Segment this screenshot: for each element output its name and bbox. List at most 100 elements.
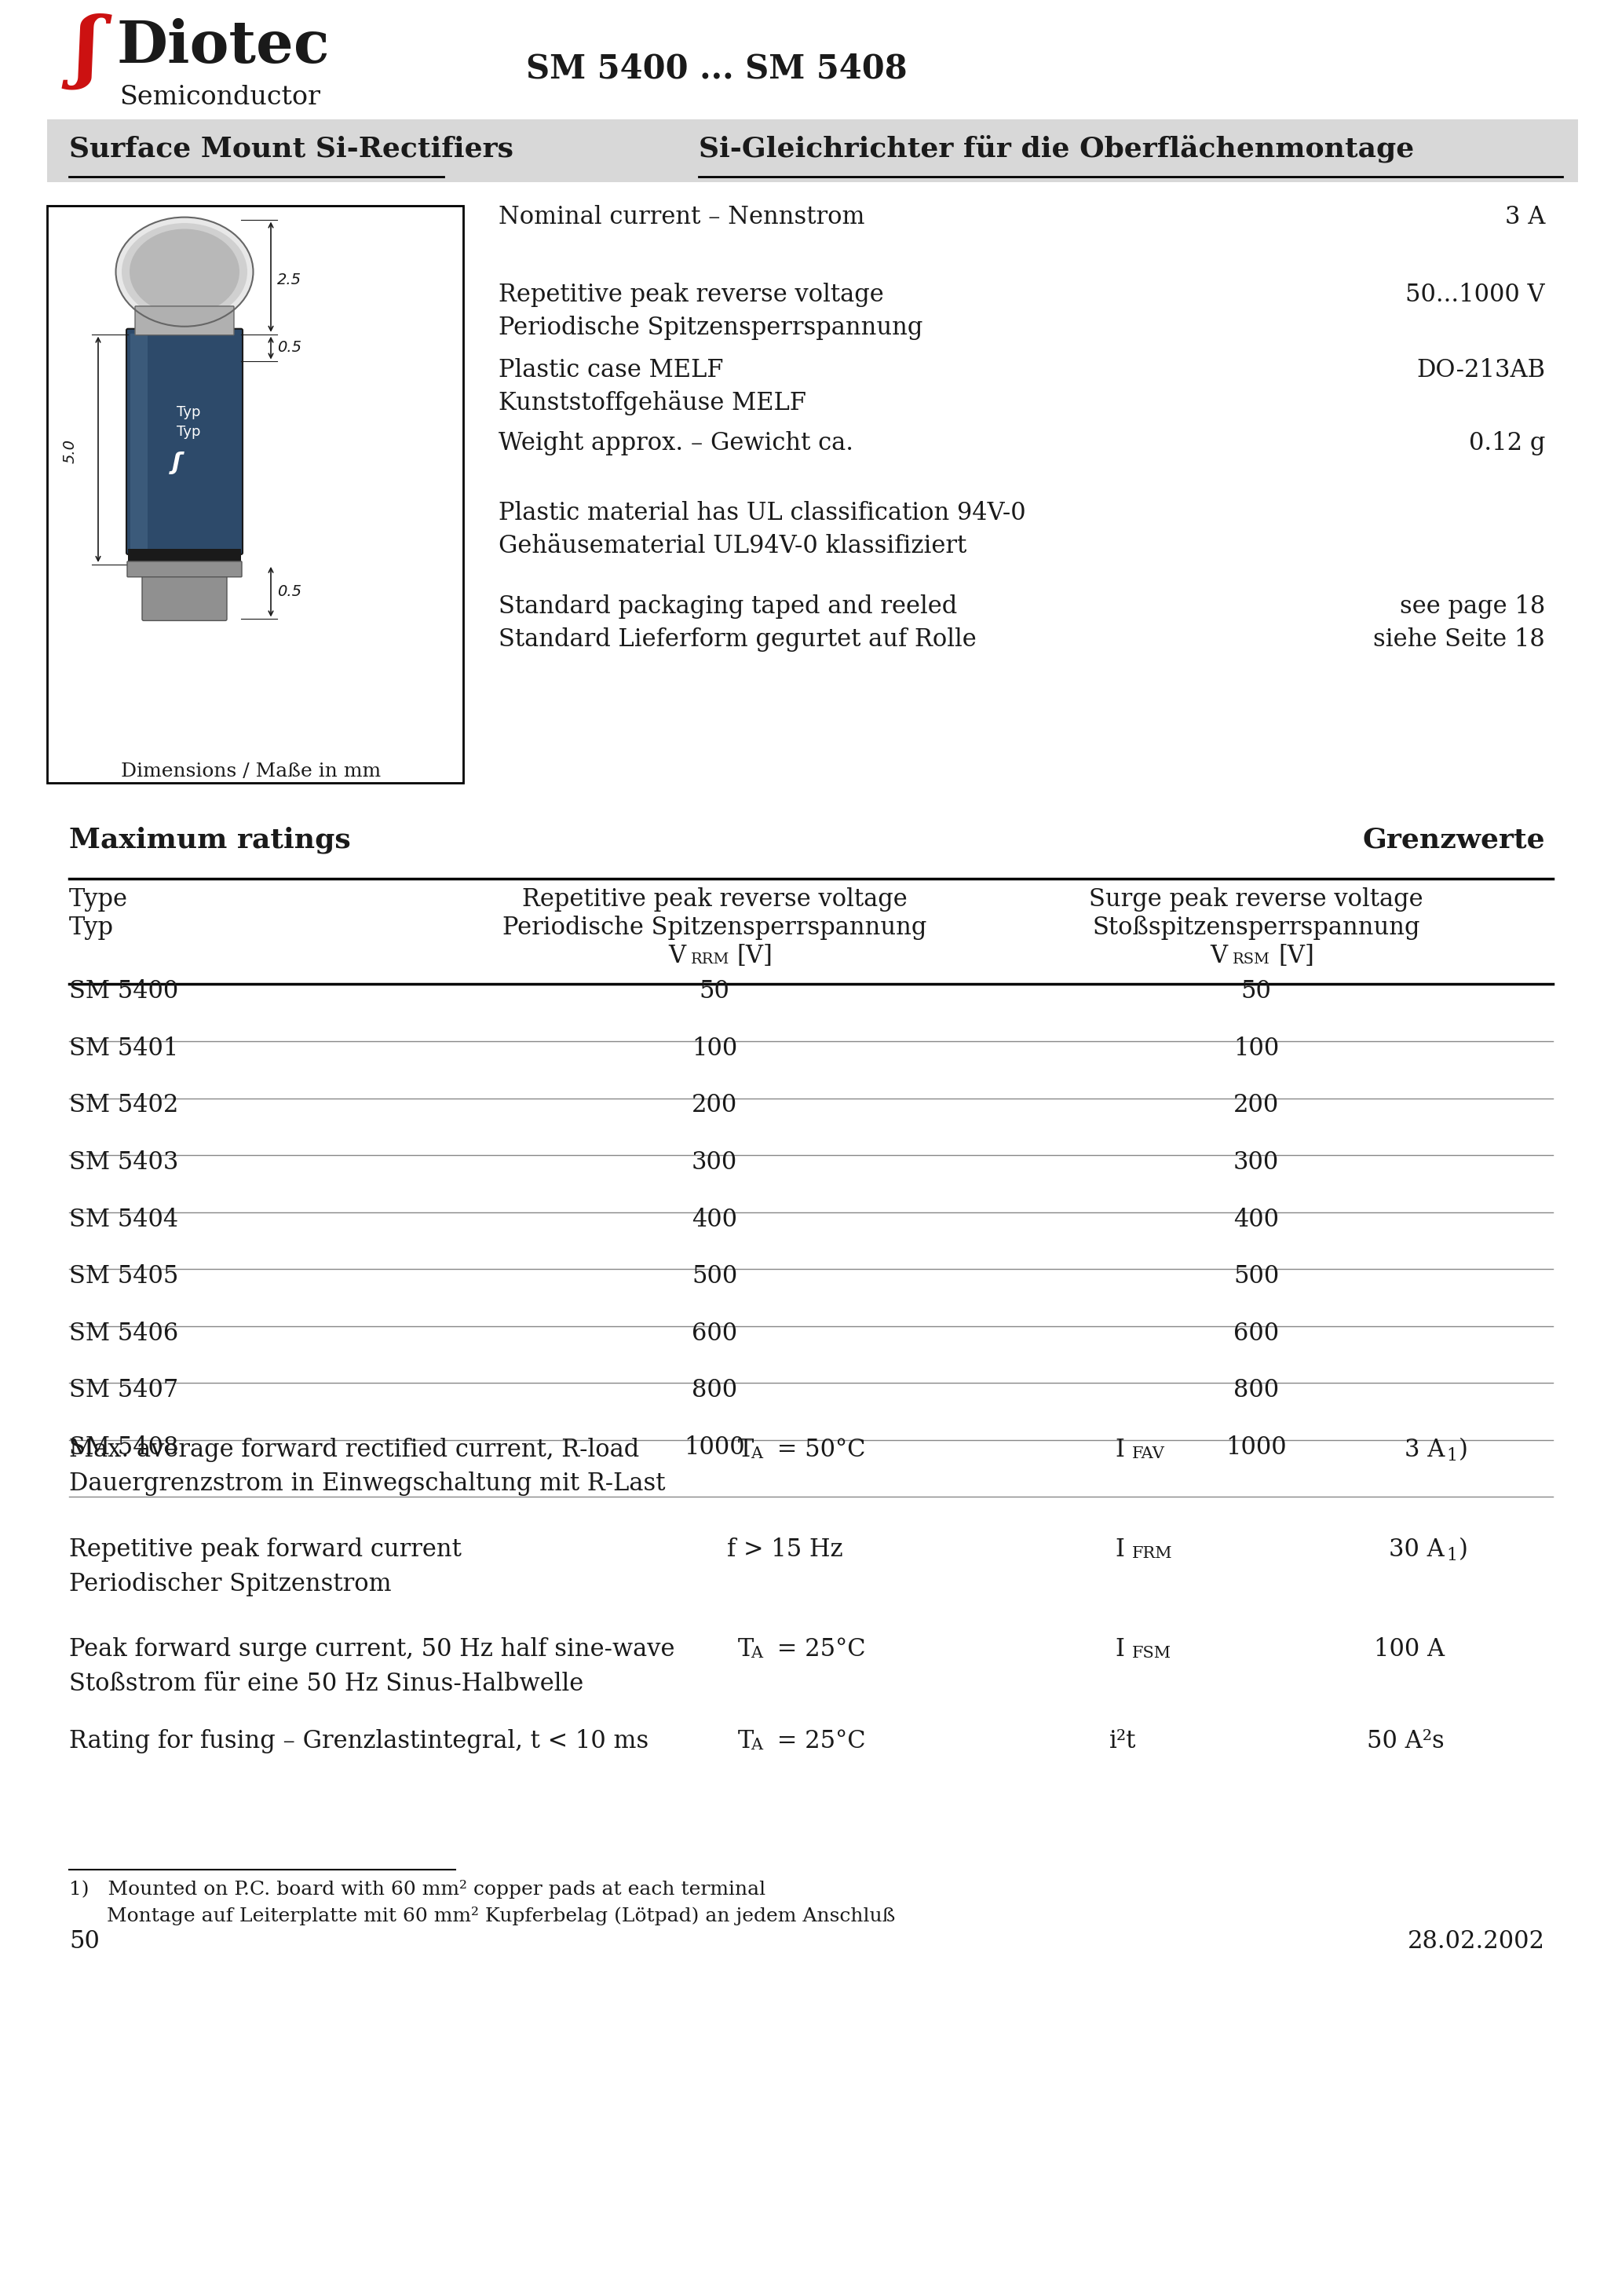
Text: Max. average forward rectified current, R-load: Max. average forward rectified current, … bbox=[70, 1437, 639, 1463]
Text: SM 5403: SM 5403 bbox=[70, 1150, 178, 1176]
Text: T: T bbox=[738, 1729, 754, 1754]
Ellipse shape bbox=[130, 230, 240, 315]
Text: FSM: FSM bbox=[1132, 1646, 1171, 1660]
FancyBboxPatch shape bbox=[127, 328, 243, 553]
Text: [V]: [V] bbox=[736, 944, 772, 969]
Text: Diotec: Diotec bbox=[117, 18, 329, 76]
Text: 1: 1 bbox=[1447, 1548, 1457, 1564]
Text: 0.5: 0.5 bbox=[277, 340, 302, 356]
Text: SM 5400 ... SM 5408: SM 5400 ... SM 5408 bbox=[526, 53, 907, 85]
Text: 400: 400 bbox=[691, 1208, 738, 1231]
Text: 200: 200 bbox=[1233, 1093, 1280, 1118]
Text: siehe Seite 18: siehe Seite 18 bbox=[1374, 627, 1546, 652]
Text: Type: Type bbox=[70, 886, 128, 912]
Text: 600: 600 bbox=[1233, 1320, 1280, 1345]
Text: f > 15 Hz: f > 15 Hz bbox=[727, 1538, 843, 1561]
Text: 1000: 1000 bbox=[684, 1435, 744, 1460]
Text: = 25°C: = 25°C bbox=[769, 1729, 866, 1754]
Text: 800: 800 bbox=[1233, 1378, 1280, 1403]
Text: Repetitive peak reverse voltage: Repetitive peak reverse voltage bbox=[498, 282, 884, 308]
Text: 50: 50 bbox=[70, 1929, 99, 1954]
Text: SM 5400: SM 5400 bbox=[70, 980, 178, 1003]
Text: = 25°C: = 25°C bbox=[769, 1637, 866, 1662]
Text: 0.5: 0.5 bbox=[277, 583, 302, 599]
Text: 400: 400 bbox=[1233, 1208, 1278, 1231]
Text: 300: 300 bbox=[1233, 1150, 1280, 1176]
FancyBboxPatch shape bbox=[130, 333, 148, 551]
Text: Periodische Spitzensperrspannung: Periodische Spitzensperrspannung bbox=[498, 315, 923, 340]
Text: T: T bbox=[738, 1637, 754, 1662]
Text: 500: 500 bbox=[1233, 1265, 1280, 1288]
Bar bbox=[128, 549, 242, 565]
Text: 5.0: 5.0 bbox=[63, 439, 78, 464]
Text: 100 A: 100 A bbox=[1374, 1637, 1445, 1662]
Text: SM 5402: SM 5402 bbox=[70, 1093, 178, 1118]
Text: 500: 500 bbox=[691, 1265, 738, 1288]
Text: 1: 1 bbox=[1447, 1446, 1457, 1465]
Text: I: I bbox=[1114, 1437, 1124, 1463]
Text: FRM: FRM bbox=[1132, 1545, 1173, 1561]
Text: 3 A: 3 A bbox=[1405, 1437, 1445, 1463]
Text: V: V bbox=[1210, 944, 1228, 969]
FancyBboxPatch shape bbox=[135, 305, 234, 335]
Text: A: A bbox=[751, 1446, 762, 1460]
Text: T: T bbox=[738, 1437, 754, 1463]
Text: SM 5407: SM 5407 bbox=[70, 1378, 178, 1403]
Text: Typ: Typ bbox=[177, 404, 201, 420]
Bar bbox=[47, 207, 464, 783]
Text: 1000: 1000 bbox=[1226, 1435, 1286, 1460]
Text: 50: 50 bbox=[1241, 980, 1272, 1003]
Text: 0.12 g: 0.12 g bbox=[1468, 432, 1546, 455]
Text: Typ: Typ bbox=[70, 916, 114, 939]
Text: Gehäusematerial UL94V-0 klassifiziert: Gehäusematerial UL94V-0 klassifiziert bbox=[498, 535, 967, 558]
Text: ʃ: ʃ bbox=[172, 452, 182, 475]
Text: 50 A²s: 50 A²s bbox=[1367, 1729, 1445, 1754]
Text: I: I bbox=[1114, 1538, 1124, 1561]
Text: Plastic material has UL classification 94V-0: Plastic material has UL classification 9… bbox=[498, 501, 1025, 526]
Text: 2.5: 2.5 bbox=[277, 273, 302, 287]
Text: Nominal current – Nennstrom: Nominal current – Nennstrom bbox=[498, 204, 865, 230]
Text: Stoßstrom für eine 50 Hz Sinus-Halbwelle: Stoßstrom für eine 50 Hz Sinus-Halbwelle bbox=[70, 1671, 584, 1697]
Text: Semiconductor: Semiconductor bbox=[120, 85, 320, 110]
Text: Si-Gleichrichter für die Oberflächenmontage: Si-Gleichrichter für die Oberflächenmont… bbox=[699, 135, 1414, 163]
Text: Peak forward surge current, 50 Hz half sine-wave: Peak forward surge current, 50 Hz half s… bbox=[70, 1637, 675, 1662]
Text: Weight approx. – Gewicht ca.: Weight approx. – Gewicht ca. bbox=[498, 432, 853, 455]
Text: Repetitive peak forward current: Repetitive peak forward current bbox=[70, 1538, 462, 1561]
Text: Plastic case MELF: Plastic case MELF bbox=[498, 358, 723, 383]
Text: see page 18: see page 18 bbox=[1400, 595, 1546, 620]
Text: 30 A: 30 A bbox=[1388, 1538, 1445, 1561]
Text: ): ) bbox=[1458, 1437, 1468, 1463]
Text: SM 5406: SM 5406 bbox=[70, 1320, 178, 1345]
Text: Rating for fusing – Grenzlastintegral, t < 10 ms: Rating for fusing – Grenzlastintegral, t… bbox=[70, 1729, 649, 1754]
Text: SM 5408: SM 5408 bbox=[70, 1435, 178, 1460]
Text: Typ: Typ bbox=[177, 425, 201, 439]
Text: [V]: [V] bbox=[1278, 944, 1314, 969]
Text: 300: 300 bbox=[691, 1150, 738, 1176]
Text: Standard packaging taped and reeled: Standard packaging taped and reeled bbox=[498, 595, 957, 620]
Text: 100: 100 bbox=[1233, 1035, 1280, 1061]
Text: Dauergrenzstrom in Einwegschaltung mit R-Last: Dauergrenzstrom in Einwegschaltung mit R… bbox=[70, 1472, 665, 1497]
Text: Maximum ratings: Maximum ratings bbox=[70, 827, 350, 854]
Text: A: A bbox=[751, 1738, 762, 1752]
Bar bbox=[47, 119, 1578, 181]
Text: DO-213AB: DO-213AB bbox=[1416, 358, 1546, 383]
Text: 3 A: 3 A bbox=[1505, 204, 1546, 230]
Text: SM 5401: SM 5401 bbox=[70, 1035, 178, 1061]
Text: Stoßspitzensperrspannung: Stoßspitzensperrspannung bbox=[1092, 916, 1419, 939]
FancyBboxPatch shape bbox=[143, 572, 227, 620]
Text: V: V bbox=[668, 944, 686, 969]
Text: SM 5405: SM 5405 bbox=[70, 1265, 178, 1288]
Text: Montage auf Leiterplatte mit 60 mm² Kupferbelag (Lötpad) an jedem Anschluß: Montage auf Leiterplatte mit 60 mm² Kupf… bbox=[70, 1906, 895, 1926]
Text: 50...1000 V: 50...1000 V bbox=[1406, 282, 1546, 308]
Text: FAV: FAV bbox=[1132, 1446, 1165, 1460]
Text: Kunststoffgehäuse MELF: Kunststoffgehäuse MELF bbox=[498, 390, 806, 416]
Text: 200: 200 bbox=[691, 1093, 738, 1118]
Ellipse shape bbox=[115, 218, 253, 326]
Text: I: I bbox=[1114, 1637, 1124, 1662]
Text: SM 5404: SM 5404 bbox=[70, 1208, 178, 1231]
Text: 100: 100 bbox=[691, 1035, 738, 1061]
Text: i²t: i²t bbox=[1109, 1729, 1135, 1754]
Text: ʃ: ʃ bbox=[75, 14, 101, 90]
Text: 1)   Mounted on P.C. board with 60 mm² copper pads at each terminal: 1) Mounted on P.C. board with 60 mm² cop… bbox=[70, 1880, 766, 1899]
Text: RSM: RSM bbox=[1233, 953, 1270, 967]
